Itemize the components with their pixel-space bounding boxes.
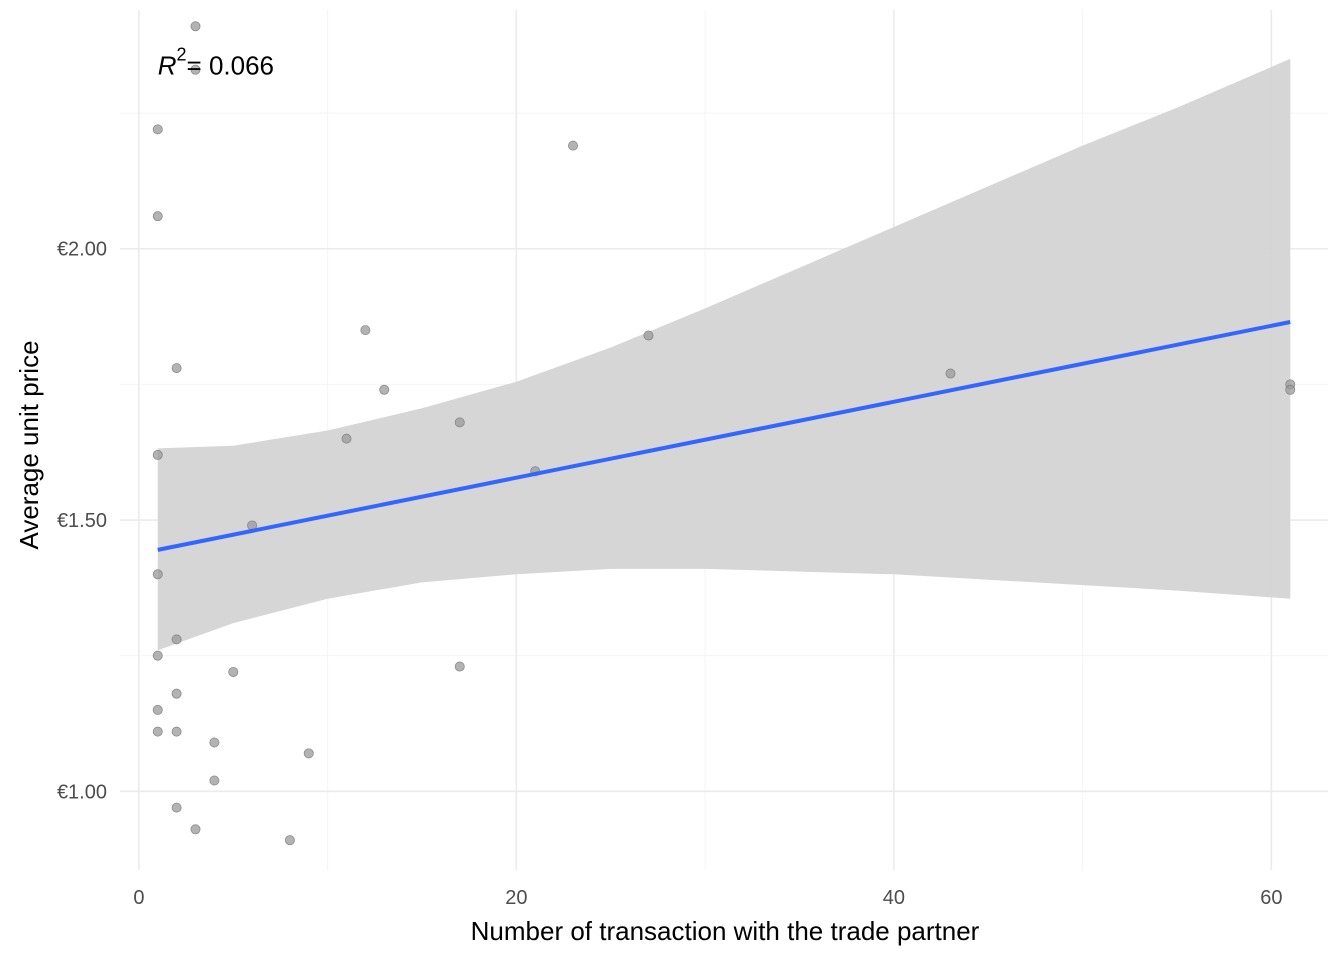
data-point	[152, 704, 163, 715]
r-squared-value: = 0.066	[187, 51, 274, 81]
data-point	[379, 384, 390, 395]
data-point	[190, 824, 201, 835]
data-point	[341, 433, 352, 444]
confidence-band	[157, 58, 1291, 651]
data-point	[945, 368, 956, 379]
x-tick-labels: 0 20 40 60	[133, 887, 1282, 909]
x-tick-label: 0	[133, 887, 144, 909]
data-point	[360, 325, 371, 336]
data-point	[454, 417, 465, 428]
confidence-band-group	[157, 58, 1291, 651]
y-tick-label: €1.50	[57, 510, 107, 532]
y-tick-label: €1.00	[57, 781, 107, 803]
fit-line-group	[157, 320, 1291, 552]
data-point	[568, 140, 579, 151]
data-point	[1285, 384, 1296, 395]
data-point	[643, 330, 654, 341]
fit-line	[157, 320, 1291, 552]
data-point	[303, 748, 314, 759]
x-tick-label: 20	[505, 887, 527, 909]
y-tick-labels: €1.00 €1.50 €2.00	[57, 239, 107, 804]
data-point	[152, 569, 163, 580]
y-axis-title: Average unit price	[14, 340, 44, 549]
data-point	[171, 726, 182, 737]
r-symbol: R	[158, 51, 177, 81]
data-point	[209, 737, 220, 748]
x-tick-label: 40	[883, 887, 905, 909]
data-point	[171, 688, 182, 699]
data-points	[152, 21, 1296, 846]
r-exponent: 2	[177, 45, 187, 65]
r-squared-label: R2= 0.066	[158, 45, 274, 81]
data-point	[171, 802, 182, 813]
data-point	[171, 634, 182, 645]
x-axis-title: Number of transaction with the trade par…	[471, 916, 980, 946]
data-point	[152, 650, 163, 661]
y-tick-label: €2.00	[57, 239, 107, 261]
data-point	[454, 661, 465, 672]
data-point	[152, 124, 163, 135]
r-squared-annotation: R2= 0.066	[158, 45, 274, 81]
data-point	[190, 64, 201, 75]
data-point	[152, 726, 163, 737]
data-point	[171, 363, 182, 374]
data-point	[190, 21, 201, 32]
x-tick-label: 60	[1260, 887, 1282, 909]
data-point	[228, 666, 239, 677]
data-point	[152, 211, 163, 222]
data-point	[152, 449, 163, 460]
data-point	[284, 835, 295, 846]
data-point	[209, 775, 220, 786]
